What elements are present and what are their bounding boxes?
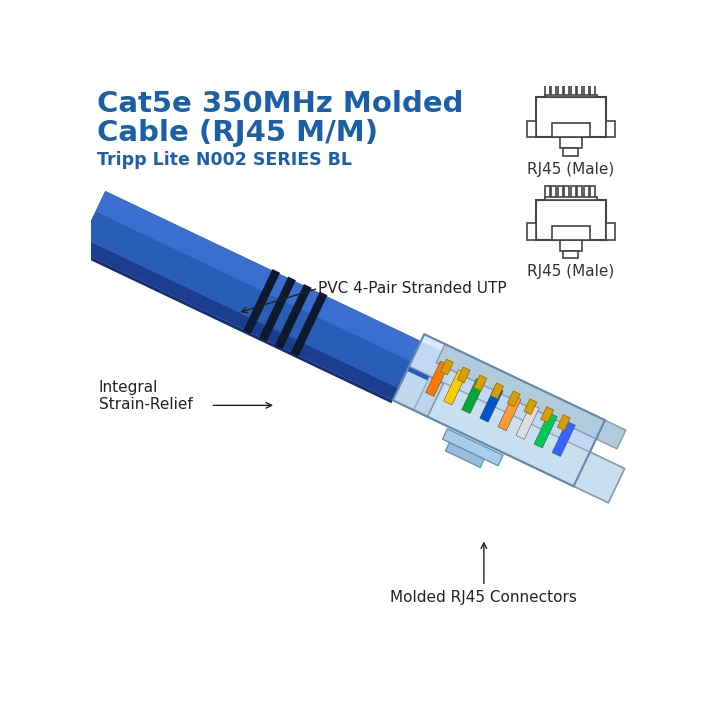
Polygon shape <box>425 361 449 396</box>
Polygon shape <box>275 284 312 349</box>
Polygon shape <box>77 191 421 400</box>
Bar <box>552 124 590 137</box>
Polygon shape <box>414 377 610 496</box>
Polygon shape <box>95 191 421 362</box>
Bar <box>571 84 576 97</box>
Polygon shape <box>524 399 537 415</box>
Text: RJ45 (Male): RJ45 (Male) <box>527 162 614 177</box>
Polygon shape <box>534 413 557 448</box>
Text: Cat5e 350MHz Molded: Cat5e 350MHz Molded <box>97 89 464 118</box>
Bar <box>551 84 556 97</box>
Polygon shape <box>436 344 626 449</box>
Bar <box>578 84 582 97</box>
Polygon shape <box>507 391 521 407</box>
Polygon shape <box>480 387 503 422</box>
Polygon shape <box>290 292 327 357</box>
Polygon shape <box>76 250 393 403</box>
Polygon shape <box>516 404 539 439</box>
Bar <box>545 186 550 199</box>
Polygon shape <box>498 395 521 430</box>
Bar <box>563 250 578 258</box>
Bar <box>563 148 578 156</box>
Polygon shape <box>259 277 296 342</box>
Bar <box>571 186 576 199</box>
Bar <box>560 240 582 250</box>
Bar <box>558 84 563 97</box>
Polygon shape <box>393 334 605 486</box>
Polygon shape <box>77 238 398 400</box>
Text: PVC 4-Pair Stranded UTP: PVC 4-Pair Stranded UTP <box>318 281 507 296</box>
Polygon shape <box>87 212 411 380</box>
Polygon shape <box>243 269 280 334</box>
Bar <box>591 186 595 199</box>
Polygon shape <box>443 429 503 465</box>
Bar <box>545 95 597 97</box>
Bar <box>564 84 569 97</box>
Polygon shape <box>558 415 571 430</box>
Bar <box>536 199 606 240</box>
Bar <box>536 97 606 137</box>
Polygon shape <box>474 375 487 391</box>
Bar <box>564 186 569 199</box>
Bar <box>558 186 563 199</box>
Bar <box>560 137 582 148</box>
Polygon shape <box>490 383 503 399</box>
Bar <box>545 84 550 97</box>
Bar <box>584 84 588 97</box>
Polygon shape <box>443 370 467 405</box>
Polygon shape <box>445 443 484 468</box>
Bar <box>584 186 588 199</box>
Polygon shape <box>552 421 576 457</box>
Bar <box>527 121 536 137</box>
Polygon shape <box>457 367 470 383</box>
Bar <box>551 186 556 199</box>
Text: Integral
Strain-Relief: Integral Strain-Relief <box>99 380 192 413</box>
Polygon shape <box>428 383 625 503</box>
Bar <box>545 197 597 199</box>
Text: Tripp Lite N002 SERIES BL: Tripp Lite N002 SERIES BL <box>97 152 352 169</box>
Polygon shape <box>407 341 602 457</box>
Text: Molded RJ45 Connectors: Molded RJ45 Connectors <box>390 590 577 605</box>
Bar <box>552 226 590 240</box>
Text: Cable (RJ45 M/M): Cable (RJ45 M/M) <box>97 119 378 147</box>
Bar <box>606 223 615 240</box>
Polygon shape <box>440 359 453 375</box>
Bar <box>527 223 536 240</box>
Polygon shape <box>462 378 485 413</box>
Bar <box>578 186 582 199</box>
Bar <box>606 121 615 137</box>
Text: RJ45 (Male): RJ45 (Male) <box>527 265 614 280</box>
Polygon shape <box>409 334 605 452</box>
Polygon shape <box>541 407 553 423</box>
Bar <box>591 84 595 97</box>
